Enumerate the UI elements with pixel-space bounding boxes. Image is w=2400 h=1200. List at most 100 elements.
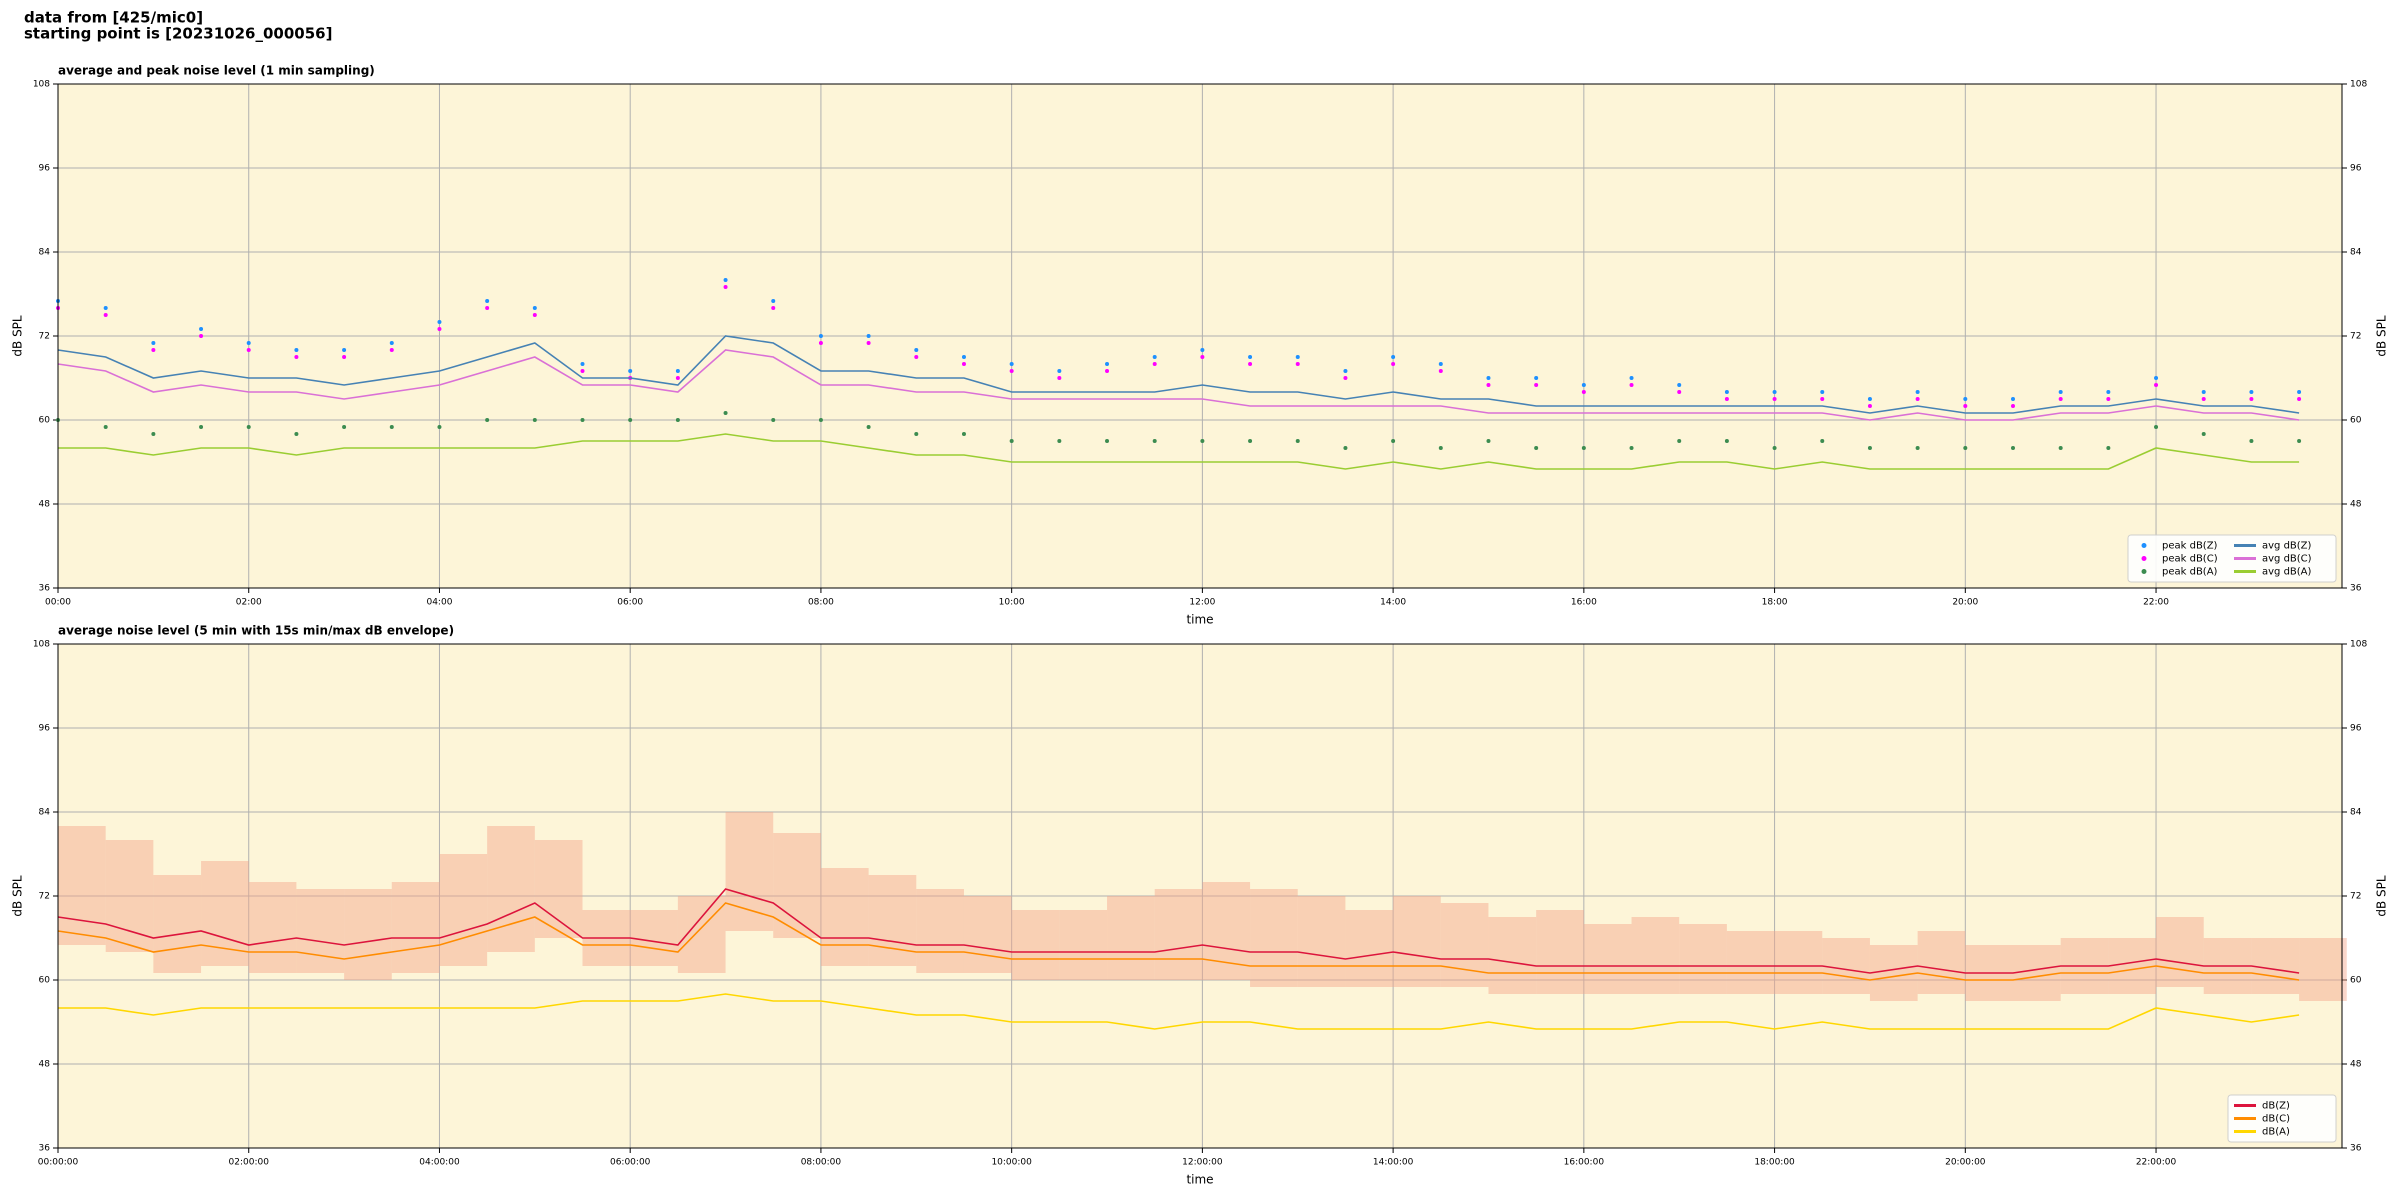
peak-point xyxy=(914,355,919,359)
x-tick-label: 06:00:00 xyxy=(610,1158,651,1168)
peak-point xyxy=(1057,376,1062,380)
peak-point xyxy=(1581,383,1586,387)
x-tick-label: 06:00 xyxy=(617,598,643,608)
peak-point xyxy=(1534,446,1539,450)
legend-label: dB(C) xyxy=(2262,1114,2290,1125)
peak-point xyxy=(103,306,108,310)
x-tick-label: 00:00 xyxy=(45,598,71,608)
envelope-band xyxy=(439,854,488,966)
x-tick-label: 14:00 xyxy=(1380,598,1406,608)
y-tick-label: 72 xyxy=(2350,892,2361,902)
envelope-band xyxy=(1345,910,1394,987)
peak-point xyxy=(2154,425,2159,429)
y-axis-label: dB SPL xyxy=(11,315,25,357)
x-tick-label: 20:00:00 xyxy=(1945,1158,1986,1168)
peak-point xyxy=(199,327,204,331)
peak-point xyxy=(2297,390,2302,394)
peak-point xyxy=(2058,446,2063,450)
peak-point xyxy=(961,432,966,436)
peak-point xyxy=(1629,376,1634,380)
x-tick-label: 14:00:00 xyxy=(1373,1158,1414,1168)
x-tick-label: 18:00:00 xyxy=(1754,1158,1795,1168)
peak-point xyxy=(2201,390,2206,394)
x-tick-label: 08:00:00 xyxy=(801,1158,842,1168)
peak-point xyxy=(771,299,776,303)
x-tick-label: 20:00 xyxy=(1952,598,1978,608)
header-line: data from [425/mic0] xyxy=(24,9,203,27)
peak-point xyxy=(1295,362,1300,366)
peak-point xyxy=(246,341,251,345)
peak-point xyxy=(1724,390,1729,394)
peak-point xyxy=(818,341,823,345)
peak-point xyxy=(1867,404,1872,408)
peak-point xyxy=(2010,404,2015,408)
x-tick-label: 16:00 xyxy=(1571,598,1597,608)
y-tick-label: 108 xyxy=(2350,80,2367,90)
x-tick-label: 00:00:00 xyxy=(38,1158,79,1168)
envelope-band xyxy=(630,910,678,966)
peak-point xyxy=(199,425,204,429)
x-tick-label: 18:00 xyxy=(1762,598,1788,608)
x-tick-label: 04:00 xyxy=(426,598,452,608)
envelope-band xyxy=(916,889,964,973)
peak-point xyxy=(1105,362,1110,366)
envelope-band xyxy=(2299,938,2347,1001)
chart-title: average and peak noise level (1 min samp… xyxy=(58,64,375,78)
envelope-band xyxy=(534,840,583,938)
plot-frame xyxy=(57,83,2343,589)
legend-marker xyxy=(2141,556,2147,561)
peak-point xyxy=(723,285,728,289)
peak-point xyxy=(532,313,537,317)
envelope-band xyxy=(1679,924,1727,994)
peak-point xyxy=(389,341,394,345)
peak-point xyxy=(1152,362,1157,366)
peak-point xyxy=(1772,390,1777,394)
envelope-band xyxy=(2108,938,2157,994)
y-tick-label: 60 xyxy=(39,976,51,986)
peak-point xyxy=(1486,383,1491,387)
peak-point xyxy=(580,369,585,373)
legend-marker xyxy=(2141,569,2147,574)
chart-title: average noise level (5 min with 15s min/… xyxy=(58,624,454,638)
legend-label: peak dB(A) xyxy=(2162,567,2218,578)
peak-point xyxy=(961,355,966,359)
envelope-band xyxy=(391,882,440,973)
envelope-band xyxy=(248,882,297,973)
y-tick-label: 84 xyxy=(39,248,51,258)
y-tick-label: 60 xyxy=(39,416,51,426)
y-axis-label: dB SPL xyxy=(2375,315,2389,357)
y-axis-label: dB SPL xyxy=(2375,875,2389,917)
y-tick-label: 84 xyxy=(2350,808,2362,818)
peak-point xyxy=(294,355,299,359)
legend-label: avg dB(A) xyxy=(2262,567,2312,578)
legend-label: dB(Z) xyxy=(2262,1101,2290,1112)
envelope-band xyxy=(1488,917,1537,994)
x-tick-label: 10:00 xyxy=(999,598,1025,608)
peak-point xyxy=(1867,446,1872,450)
x-tick-label: 22:00:00 xyxy=(2136,1158,2177,1168)
envelope-band xyxy=(1726,931,1775,994)
y-tick-label: 72 xyxy=(39,892,50,902)
envelope-band xyxy=(58,826,106,945)
envelope-band xyxy=(344,889,392,980)
peak-point xyxy=(2106,390,2111,394)
peak-point xyxy=(342,425,347,429)
y-tick-label: 72 xyxy=(39,332,50,342)
y-tick-label: 36 xyxy=(39,1144,51,1154)
peak-point xyxy=(1772,446,1777,450)
envelope-band xyxy=(105,840,154,952)
peak-point xyxy=(675,418,680,422)
peak-point xyxy=(866,334,871,338)
peak-point xyxy=(1009,439,1014,443)
envelope-band xyxy=(487,826,535,952)
y-tick-label: 48 xyxy=(39,500,51,510)
envelope-band xyxy=(1011,910,1060,980)
peak-point xyxy=(1963,404,1968,408)
peak-point xyxy=(580,418,585,422)
x-tick-label: 12:00 xyxy=(1189,598,1215,608)
peak-point xyxy=(628,418,633,422)
peak-point xyxy=(1438,362,1443,366)
envelope-band xyxy=(1536,910,1584,994)
